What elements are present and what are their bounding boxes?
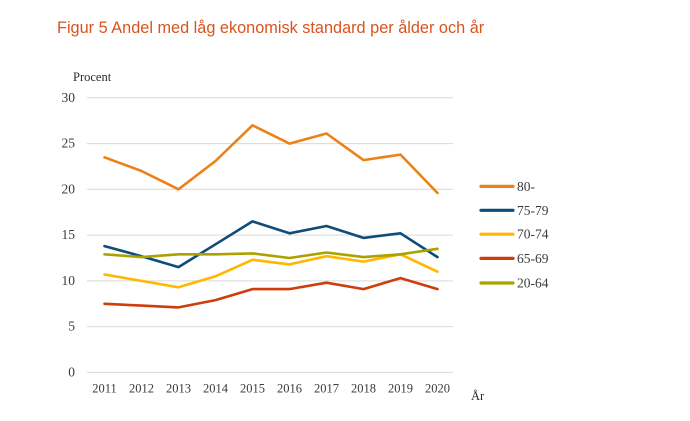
svg-text:20: 20 — [62, 181, 76, 196]
svg-text:2011: 2011 — [92, 381, 117, 395]
svg-text:5: 5 — [68, 319, 75, 334]
svg-text:20-64: 20-64 — [517, 276, 549, 291]
svg-text:2012: 2012 — [129, 381, 154, 395]
svg-text:0: 0 — [68, 364, 75, 379]
svg-text:75-79: 75-79 — [517, 203, 549, 218]
svg-text:65-69: 65-69 — [517, 251, 549, 266]
svg-text:80-: 80- — [517, 179, 536, 194]
svg-text:2019: 2019 — [388, 381, 413, 395]
svg-text:2014: 2014 — [203, 381, 229, 395]
svg-text:2017: 2017 — [314, 381, 339, 395]
svg-text:2016: 2016 — [277, 381, 302, 395]
svg-text:25: 25 — [62, 136, 76, 151]
svg-text:30: 30 — [62, 90, 76, 105]
svg-text:2018: 2018 — [351, 381, 376, 395]
svg-text:15: 15 — [62, 227, 76, 242]
svg-text:10: 10 — [62, 273, 76, 288]
svg-text:2015: 2015 — [240, 381, 265, 395]
svg-text:2013: 2013 — [166, 381, 191, 395]
svg-text:70-74: 70-74 — [517, 227, 549, 242]
svg-text:2020: 2020 — [425, 381, 450, 395]
